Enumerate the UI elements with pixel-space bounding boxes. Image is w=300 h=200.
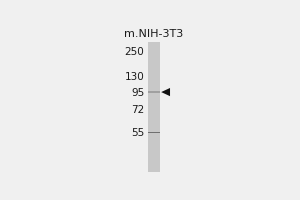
Bar bbox=[148, 91, 160, 92]
Polygon shape bbox=[161, 88, 170, 96]
Bar bbox=[148, 93, 160, 94]
Bar bbox=[148, 92, 160, 93]
Text: 95: 95 bbox=[131, 88, 145, 98]
Text: 250: 250 bbox=[125, 47, 145, 57]
Text: 72: 72 bbox=[131, 105, 145, 115]
Text: 55: 55 bbox=[131, 128, 145, 138]
Text: 130: 130 bbox=[125, 72, 145, 82]
Text: m.NIH-3T3: m.NIH-3T3 bbox=[124, 29, 183, 39]
Bar bbox=[148, 42, 160, 172]
Bar bbox=[148, 90, 160, 91]
